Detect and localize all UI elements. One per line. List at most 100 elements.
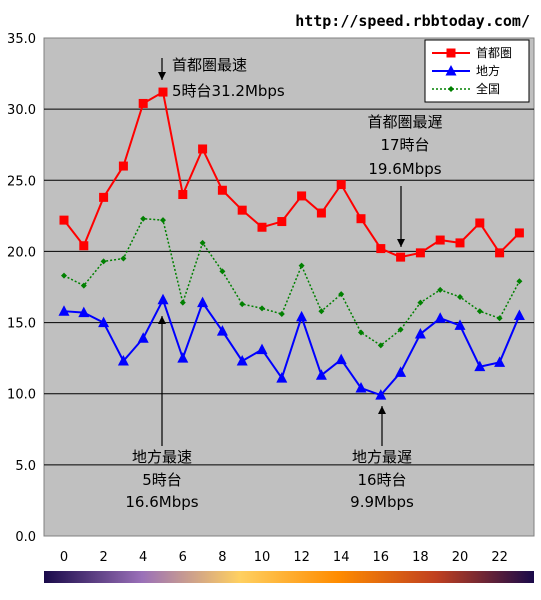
series-point	[61, 272, 67, 279]
annotation-text: 地方最速	[132, 448, 192, 466]
series-point	[338, 291, 345, 298]
y-tick-label: 5.0	[15, 459, 36, 474]
series-point	[434, 312, 446, 323]
annotation-text: 地方最遅	[352, 448, 412, 466]
y-tick-label: 35.0	[7, 32, 36, 47]
series-line-2	[63, 217, 521, 347]
series-point	[178, 190, 188, 200]
x-tick-label: 10	[254, 550, 271, 565]
series-point	[375, 389, 387, 400]
series-point	[316, 208, 326, 218]
series-point	[137, 332, 149, 343]
series-point	[335, 353, 347, 365]
legend-label: 地方	[476, 63, 500, 78]
series-point	[377, 342, 384, 349]
series-point	[257, 222, 267, 232]
annotation-arrowhead	[158, 316, 166, 324]
annotation-text: 首都圏最遅	[367, 113, 442, 131]
x-tick-label: 2	[99, 550, 107, 565]
annotation-text: 16時台	[357, 471, 406, 489]
y-tick-label: 30.0	[7, 103, 36, 118]
series-point	[336, 180, 346, 190]
series-point	[297, 191, 307, 201]
series-point	[296, 310, 308, 322]
series-point	[516, 278, 523, 285]
series-point	[358, 329, 364, 336]
x-tick-label: 20	[452, 550, 469, 565]
series-point	[355, 382, 367, 393]
series-point	[396, 252, 406, 262]
y-tick-label: 10.0	[7, 388, 36, 403]
gridlines	[44, 108, 534, 466]
series-point	[315, 369, 327, 380]
series-point	[118, 161, 128, 171]
series-point	[395, 366, 407, 377]
legend-marker	[445, 65, 457, 76]
x-tick-label: 22	[491, 550, 508, 565]
series-point	[120, 255, 127, 262]
series-point	[256, 343, 268, 355]
series-point	[437, 286, 444, 293]
annotation-arrowhead	[158, 72, 166, 80]
series-point	[277, 217, 287, 227]
annotation-text: 首都圏最速	[172, 56, 247, 74]
annotation-text: 5時台31.2Mbps	[172, 82, 285, 100]
x-tick-label: 4	[139, 550, 147, 565]
series-point	[276, 372, 288, 383]
x-tick-label: 12	[293, 550, 310, 565]
series-point	[237, 205, 247, 215]
x-tick-label: 6	[179, 550, 187, 565]
series-point	[259, 305, 265, 312]
series-point	[495, 248, 505, 258]
y-tick-label: 0.0	[15, 530, 36, 545]
annotation-arrowhead	[378, 406, 386, 414]
series-point	[140, 215, 147, 222]
y-tick-label: 25.0	[7, 174, 36, 189]
series-point	[496, 315, 503, 322]
series-point	[278, 311, 285, 318]
series-point	[414, 327, 426, 339]
x-tick-label: 16	[373, 550, 390, 565]
x-tick-label: 14	[333, 550, 350, 565]
series-point	[80, 282, 87, 289]
series-point	[494, 356, 506, 367]
y-axis-ticks: 0.0 5.0 10.0 15.0 20.0 25.0 30.0 35.0	[7, 32, 36, 545]
series-point	[179, 299, 186, 306]
annotation-text: 9.9Mbps	[350, 493, 414, 511]
annotation-text: 17時台	[380, 136, 429, 154]
annotation-arrowhead	[397, 239, 405, 247]
series-point	[318, 308, 325, 315]
legend-label: 首都圏	[476, 46, 512, 60]
series-point	[514, 228, 524, 238]
series-point	[216, 325, 228, 336]
annotation-text: 16.6Mbps	[125, 493, 198, 511]
series-point	[455, 238, 465, 248]
time-of-day-bar	[44, 571, 534, 583]
series-point	[157, 293, 169, 305]
series-point	[415, 248, 425, 258]
legend-marker	[446, 48, 456, 58]
series-point	[219, 268, 226, 275]
series-point	[513, 309, 525, 320]
plot-area	[43, 37, 535, 537]
series-point	[356, 214, 366, 224]
series-point	[138, 98, 148, 108]
series-point	[177, 352, 189, 363]
annotations: 首都圏最速 5時台31.2Mbps 首都圏最遅 17時台 19.6Mbps 地方最速 5時台…	[125, 56, 442, 511]
series-point	[457, 293, 463, 300]
annotation-text: 19.6Mbps	[368, 160, 441, 178]
y-tick-label: 20.0	[7, 245, 36, 260]
series-point	[198, 144, 208, 154]
series-point	[199, 239, 206, 246]
series-point	[376, 244, 386, 254]
source-url: http://speed.rbbtoday.com/	[295, 12, 530, 30]
series-point	[117, 354, 129, 366]
series-point	[160, 217, 166, 224]
series-point	[474, 360, 486, 372]
series-point	[59, 215, 69, 225]
series-point	[236, 354, 248, 366]
x-tick-label: 0	[60, 550, 68, 565]
legend-label: 全国	[476, 81, 500, 96]
